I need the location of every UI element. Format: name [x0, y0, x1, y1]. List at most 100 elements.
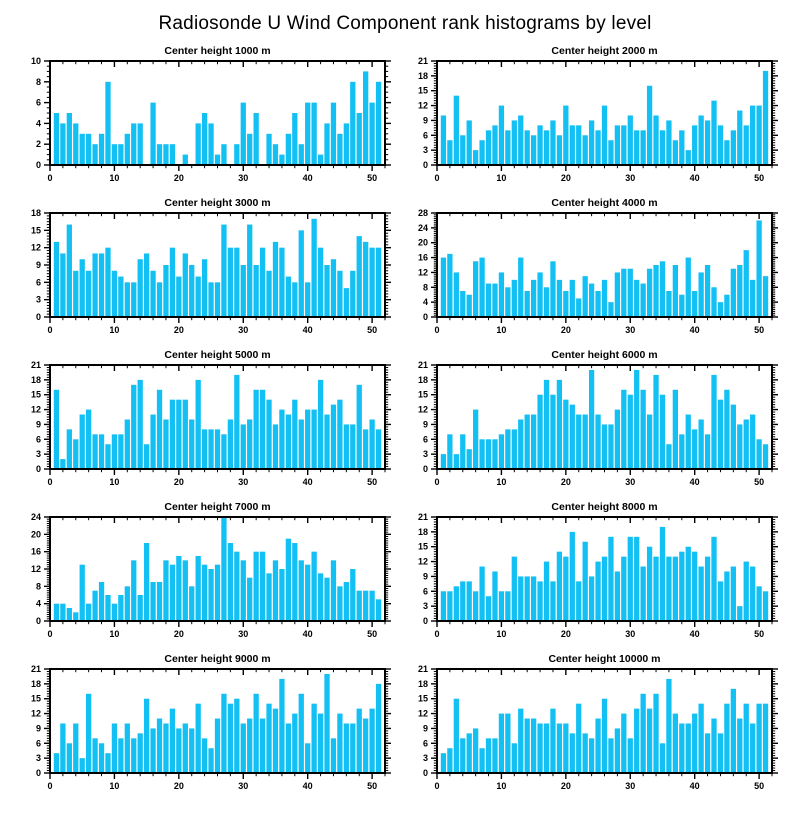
histogram-bar — [337, 133, 343, 165]
histogram-bar — [582, 733, 588, 773]
x-tick-label: 40 — [303, 325, 313, 335]
y-tick-label: 0 — [423, 616, 428, 626]
histogram-bar — [704, 733, 711, 773]
histogram-bar — [305, 409, 311, 469]
histogram-bar — [111, 723, 118, 773]
x-tick-label: 20 — [561, 781, 571, 791]
histogram-bar — [221, 693, 227, 773]
x-tick-label: 30 — [625, 629, 635, 639]
y-tick-label: 20 — [418, 238, 428, 248]
histogram-bar — [659, 261, 666, 317]
histogram-bar — [762, 444, 769, 469]
y-tick-label: 21 — [418, 512, 428, 522]
histogram-bar — [272, 424, 279, 469]
histogram-bar — [73, 612, 79, 621]
histogram-bar — [292, 282, 298, 317]
panel-10000m: Center height 10000 m 0 10 20 30 40 50 0 3 6 9 12 1… — [405, 650, 810, 802]
x-tick-label: 20 — [561, 477, 571, 487]
histogram-bar — [621, 268, 627, 317]
histogram-bar — [563, 723, 569, 773]
histogram-bar — [672, 140, 678, 165]
histogram-bar — [240, 265, 246, 317]
histogram-bar — [124, 282, 130, 317]
histogram-bar — [176, 556, 182, 621]
histogram-bar — [189, 586, 195, 621]
histogram-bar — [234, 247, 240, 317]
histogram-bar — [279, 247, 285, 317]
histogram-bar — [762, 591, 769, 621]
panel-6000m: Center height 6000 m 0 10 20 30 40 50 0 3 6 9 12 15… — [405, 346, 810, 498]
histogram-bar — [86, 133, 92, 165]
x-tick-label: 30 — [625, 173, 635, 183]
histogram-bar — [704, 265, 711, 317]
histogram-bar — [447, 434, 453, 469]
histogram-bar — [627, 394, 633, 469]
histogram-bar — [150, 728, 156, 773]
histogram-bar — [646, 268, 653, 317]
histogram-bar — [137, 379, 143, 469]
histogram-bar — [492, 571, 498, 621]
x-tick-label: 0 — [434, 477, 439, 487]
histogram-bar — [201, 259, 208, 317]
histogram-bar — [498, 713, 505, 773]
histogram-bar — [679, 723, 685, 773]
y-tick-label: 15 — [31, 694, 41, 704]
histogram-bar — [479, 257, 485, 317]
histogram-bar — [124, 723, 130, 773]
histogram-bar — [588, 576, 595, 621]
histogram-bar — [737, 424, 743, 469]
histogram-bar — [330, 102, 337, 165]
histogram-bar — [150, 414, 156, 469]
histogram-bar — [550, 581, 556, 621]
histogram-bar — [201, 738, 208, 773]
histogram-bar — [208, 569, 214, 621]
histogram-bar — [137, 259, 143, 317]
x-tick-label: 10 — [496, 781, 506, 791]
histogram-bar — [524, 130, 530, 165]
histogram-bar — [479, 566, 485, 621]
histogram-bar — [614, 272, 621, 317]
histogram-bar — [60, 253, 66, 317]
histogram-bar — [131, 123, 137, 165]
panel-3000m: Center height 3000 m 0 10 20 30 40 50 0 3 6 9 12 15… — [0, 194, 405, 346]
histogram-bar — [118, 738, 124, 773]
histogram-bar — [711, 536, 717, 621]
histogram-bar — [569, 404, 575, 469]
histogram-bar — [672, 556, 678, 621]
histogram-bar — [298, 230, 304, 317]
histogram-bar — [311, 409, 317, 469]
histogram-bar — [518, 708, 524, 773]
y-tick-label: 12 — [31, 405, 41, 415]
histogram-bar — [317, 713, 324, 773]
histogram-bar — [724, 294, 730, 317]
histogram-bar — [92, 738, 98, 773]
histogram-bar — [750, 105, 756, 165]
histogram-bar — [266, 270, 272, 317]
histogram-bar — [375, 683, 382, 773]
histogram-bar — [743, 250, 749, 317]
histogram-bar — [356, 236, 362, 317]
histogram-bar — [460, 291, 466, 317]
histogram-bar — [137, 595, 143, 621]
histogram-bar — [756, 220, 762, 317]
x-tick-label: 50 — [754, 325, 764, 335]
histogram-bar — [375, 247, 382, 317]
histogram-bar — [679, 434, 685, 469]
y-tick-label: 0 — [423, 160, 428, 170]
histogram-bar — [550, 120, 556, 165]
histogram-bar — [86, 270, 92, 317]
histogram-2000m: 0 10 20 30 40 50 0 3 6 9 12 15 18 21 — [418, 56, 778, 183]
histogram-bar — [576, 703, 582, 773]
y-tick-label: 28 — [418, 208, 428, 218]
histogram-bar — [182, 154, 188, 165]
histogram-bar — [182, 723, 188, 773]
histogram-bar — [614, 728, 621, 773]
histogram-bar — [298, 144, 304, 165]
histogram-bar — [279, 569, 285, 621]
histogram-bar — [221, 517, 227, 621]
histogram-bar — [86, 693, 92, 773]
histogram-bar — [285, 538, 291, 621]
histogram-bar — [311, 218, 317, 317]
histogram-bar — [124, 586, 130, 621]
histogram-bar — [440, 115, 447, 165]
